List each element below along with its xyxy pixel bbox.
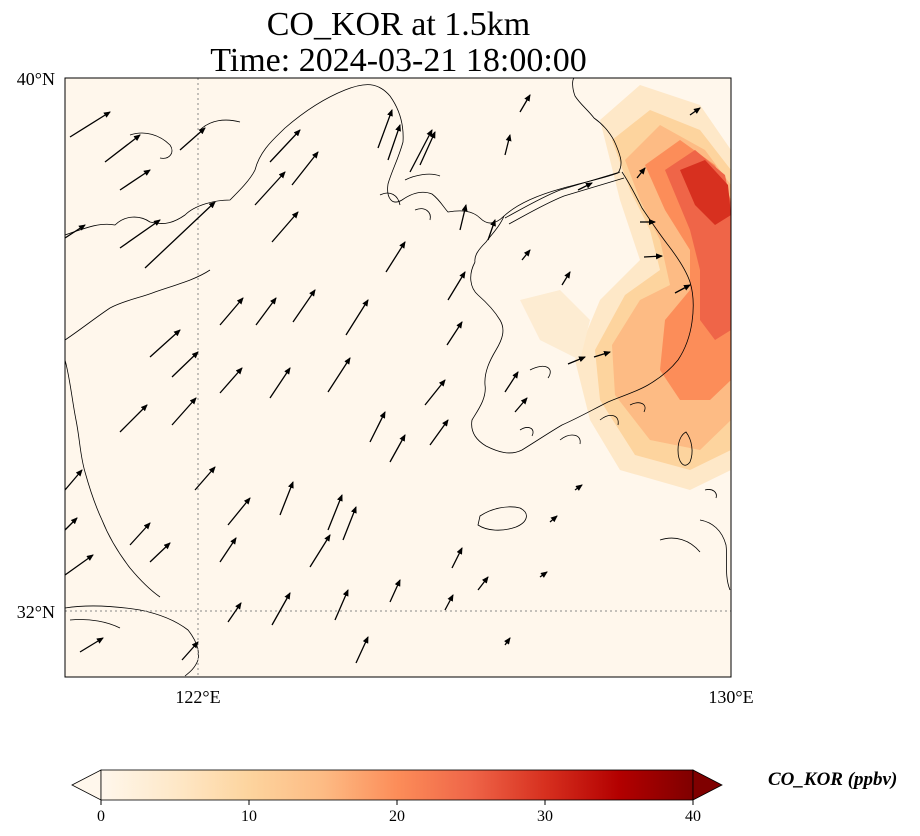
colorbar-max-extend (692, 769, 723, 801)
colorbar-min-extend (71, 769, 102, 801)
wind-arrow (149, 542, 171, 563)
wind-arrow (377, 109, 393, 149)
coastlines (65, 78, 731, 677)
wind-arrow (279, 481, 294, 516)
wind-arrow (327, 494, 343, 531)
wind-arrow (459, 204, 468, 231)
lat-label-32n: 32°N (17, 602, 55, 622)
map-title-line2: Time: 2024-03-21 18:00:00 (210, 42, 587, 79)
wind-arrow (345, 299, 369, 336)
wind-arrow (171, 397, 197, 426)
wind-arrow (567, 356, 586, 365)
wind-arrow (171, 351, 199, 378)
wind-arrow (181, 641, 199, 661)
lon-label-122e: 122°E (175, 687, 220, 707)
wind-arrow (69, 111, 111, 138)
wind-arrow (487, 219, 496, 241)
wind-arrow (514, 397, 528, 413)
colorbar-tick-30: 30 (537, 808, 553, 825)
wind-arrow (389, 434, 406, 463)
wind-arrow (447, 271, 466, 301)
wind-arrow (144, 201, 216, 269)
wind-arrow (179, 127, 206, 151)
wind-arrow (342, 506, 357, 541)
map-title-line1: CO_KOR at 1.5km (266, 6, 531, 43)
colorbar-tick-40: 40 (685, 808, 701, 825)
wind-arrow (521, 249, 531, 261)
gridlines (65, 78, 731, 677)
wind-arrow (504, 637, 511, 646)
wind-arrow (429, 419, 449, 446)
wind-arrow (271, 592, 291, 626)
wind-arrow (119, 404, 148, 433)
wind-arrow (219, 297, 244, 326)
wind-arrow (577, 182, 593, 191)
colorbar-label: CO_KOR (ppbv) (768, 769, 898, 790)
lon-label-130e: 130°E (708, 687, 753, 707)
wind-arrow (409, 129, 433, 173)
wind-arrow (643, 253, 663, 260)
wind-arrow (227, 497, 251, 526)
wind-arrow (355, 636, 369, 664)
wind-arrow (593, 350, 611, 358)
wind-arrow (291, 151, 319, 186)
wind-vectors (64, 94, 701, 664)
wind-arrow (79, 637, 104, 653)
wind-arrow (424, 379, 446, 406)
wind-arrow (64, 224, 86, 239)
wind-arrow (334, 589, 349, 621)
wind-arrow (519, 94, 531, 113)
wind-arrow (104, 134, 141, 163)
wind-arrow (504, 371, 519, 393)
wind-arrow (194, 466, 216, 491)
wind-arrow (327, 357, 351, 393)
wind-arrow (539, 571, 548, 578)
wind-arrow (254, 171, 286, 206)
wind-arrow (446, 321, 463, 346)
wind-arrow (636, 167, 646, 179)
wind-arrow (64, 517, 78, 531)
colorbar-tick-20: 20 (389, 808, 405, 825)
colorbar (100, 769, 694, 801)
wind-arrow (504, 134, 512, 156)
wind-arrow (292, 289, 316, 323)
wind-arrow (149, 329, 181, 358)
wind-arrow (674, 284, 691, 294)
wind-arrow (219, 367, 243, 394)
wind-arrow (385, 241, 406, 273)
wind-arrow (451, 547, 463, 569)
colorbar-tick-0: 0 (97, 808, 105, 825)
wind-arrow (255, 297, 277, 326)
wind-arrow (64, 554, 94, 576)
wind-arrow (227, 602, 242, 623)
wind-arrow (444, 594, 454, 611)
co-concentration-field (520, 85, 731, 490)
wind-arrow (64, 469, 83, 491)
wind-arrow (689, 107, 701, 116)
wind-arrow (561, 271, 571, 286)
wind-arrow (574, 484, 583, 491)
wind-arrow (309, 534, 331, 568)
wind-arrow (419, 131, 436, 166)
wind-arrow (119, 219, 161, 249)
wind-arrow (269, 367, 291, 399)
wind-arrow (269, 129, 301, 163)
plot-frame (64, 77, 732, 678)
wind-arrow (387, 124, 401, 161)
wind-arrow (219, 537, 237, 563)
wind-arrow (389, 579, 401, 603)
wind-arrow (477, 576, 489, 591)
colorbar-ticks (100, 800, 694, 805)
wind-arrow (369, 411, 386, 443)
wind-arrow (271, 211, 299, 243)
wind-arrow (119, 169, 151, 191)
lat-label-40n: 40°N (17, 69, 55, 89)
colorbar-tick-10: 10 (241, 808, 257, 825)
wind-arrow (129, 522, 151, 546)
wind-arrow (549, 515, 558, 523)
